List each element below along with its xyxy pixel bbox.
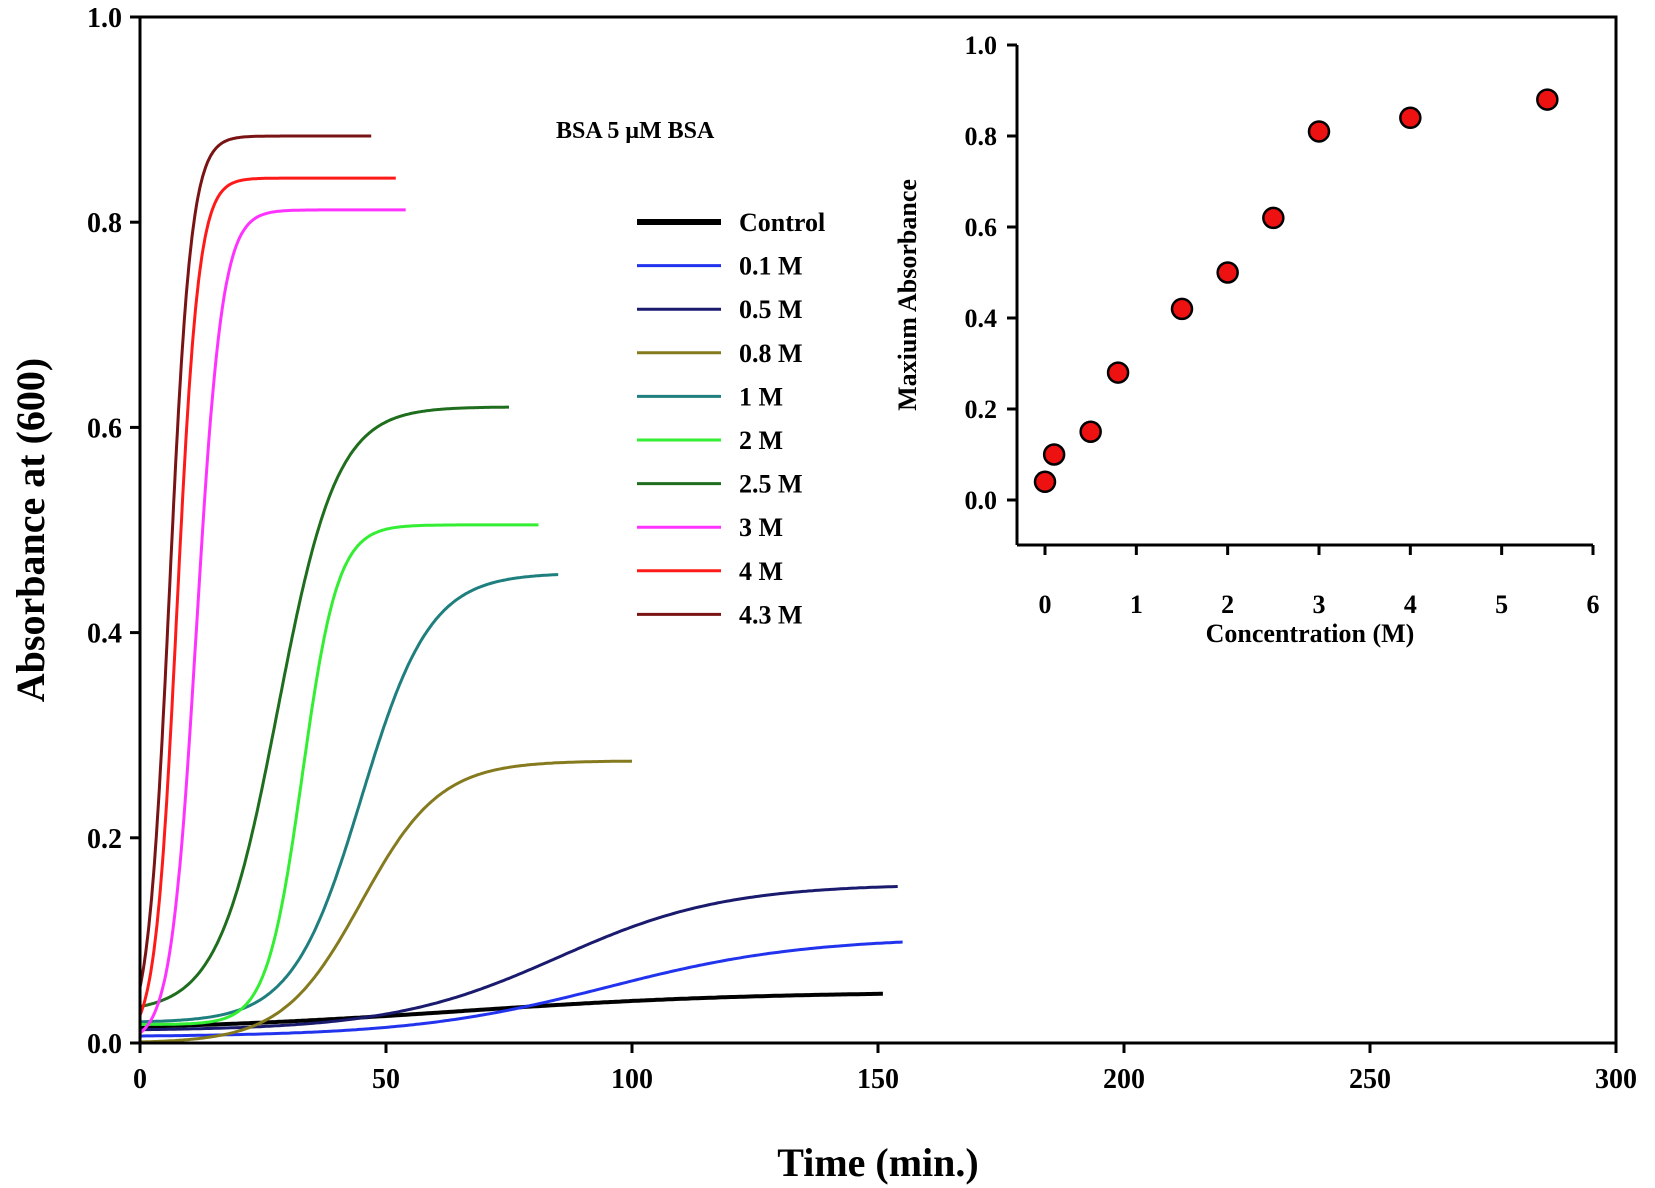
scatter-point xyxy=(1079,420,1102,443)
annotation-bsa: BSA 5 μM BSA xyxy=(556,118,715,144)
scatter-point xyxy=(1399,106,1422,130)
series-line-3-m xyxy=(139,208,406,1035)
series-line-0-5-m xyxy=(140,885,898,1032)
main-y-axis: 0.0 0.2 0.4 0.6 0.8 1.0 xyxy=(87,3,140,1060)
inset-y-tick-label: 0.0 xyxy=(965,486,998,515)
inset-x-tick-label: 4 xyxy=(1404,590,1417,619)
main-y-tick-label: 0.0 xyxy=(87,1029,122,1060)
inset-y-tick-label: 1.0 xyxy=(965,31,998,60)
inset-x-tick-label: 5 xyxy=(1495,590,1508,619)
inset-x-tick-label: 1 xyxy=(1130,590,1143,619)
series-line-2-m xyxy=(140,523,539,1026)
legend-label: 0.1 M xyxy=(739,252,803,281)
legend-label: 1 M xyxy=(739,382,783,411)
scatter-point xyxy=(1033,470,1057,494)
main-x-tick-label: 250 xyxy=(1349,1064,1391,1095)
scatter-point xyxy=(1536,88,1559,111)
scatter-point xyxy=(1170,297,1194,321)
scatter-point xyxy=(1216,261,1239,284)
scatter-point xyxy=(1262,206,1285,230)
legend-label: 2.5 M xyxy=(739,470,803,499)
inset-x-axis-title: Concentration (M) xyxy=(1206,619,1415,648)
main-y-tick-label: 1.0 xyxy=(87,3,122,34)
series-line-1-m xyxy=(139,573,559,1024)
main-x-tick-label: 50 xyxy=(372,1064,400,1095)
legend-label: Control xyxy=(739,208,825,237)
scatter-point xyxy=(1106,361,1130,384)
legend-label: 4.3 M xyxy=(739,600,803,629)
inset-y-tick-label: 0.6 xyxy=(965,213,998,242)
inset-chart: 0 1 2 3 4 5 6 0.0 0.2 0.4 0.6 0.8 1.0 Concentration… xyxy=(893,31,1600,648)
legend-label: 4 M xyxy=(739,557,783,586)
inset-x-tick-label: 6 xyxy=(1587,590,1600,619)
main-chart: 0 50 100 150 200 250 300 0.00.20.40.60.81.0 Ti… xyxy=(8,3,1637,1185)
inset-y-tick-label: 0.4 xyxy=(965,304,998,333)
legend-label: 3 M xyxy=(739,513,783,542)
inset-x-tick-label: 2 xyxy=(1221,590,1234,619)
main-y-tick-label: 0.8 xyxy=(87,208,122,239)
main-x-tick-label: 300 xyxy=(1595,1064,1637,1095)
series-line-2-5-m xyxy=(139,405,509,1009)
main-x-tick-label: 0 xyxy=(133,1064,147,1095)
inset-y-axis: 0.0 0.2 0.4 0.6 0.8 1.0 xyxy=(965,31,1017,515)
inset-x-tick-label: 3 xyxy=(1313,590,1326,619)
series-line-4-3-m xyxy=(138,134,372,988)
main-x-axis-title: Time (min.) xyxy=(777,1140,978,1185)
inset-y-axis-title: Maxium Absorbance xyxy=(893,179,922,411)
main-y-axis-title: Absorbance at (600) xyxy=(8,358,53,702)
main-x-tick-label: 200 xyxy=(1103,1064,1145,1095)
inset-x-tick-label: 0 xyxy=(1039,590,1052,619)
series-line-4-m xyxy=(138,176,396,1016)
inset-points xyxy=(1033,88,1559,494)
legend-label: 0.5 M xyxy=(739,295,803,324)
scatter-point xyxy=(1042,443,1066,466)
main-y-tick-label: 0.2 xyxy=(87,824,122,855)
inset-x-axis: 0 1 2 3 4 5 6 xyxy=(1039,545,1600,619)
inset-y-tick-label: 0.8 xyxy=(965,122,998,151)
scatter-point xyxy=(1307,120,1331,143)
main-x-tick-label: 100 xyxy=(611,1064,653,1095)
inset-y-tick-label: 0.2 xyxy=(965,395,998,424)
legend-label: 0.8 M xyxy=(739,339,803,368)
series-line-0-8-m xyxy=(139,759,633,1044)
legend-label: 2 M xyxy=(739,426,783,455)
main-curves xyxy=(138,134,903,1044)
main-x-tick-label: 150 xyxy=(857,1064,899,1095)
main-y-tick-label: 0.6 xyxy=(87,413,122,444)
main-x-axis: 0 50 100 150 200 250 300 xyxy=(133,1043,1637,1095)
series-line-0-1-m xyxy=(140,940,903,1038)
legend: Control 0.1 M 0.5 M 0.8 M 1 M 2 M 2.5 M 3 M 4 M 4… xyxy=(637,208,825,629)
main-plot-frame xyxy=(138,15,1618,1045)
main-y-tick-label: 0.4 xyxy=(87,619,122,650)
